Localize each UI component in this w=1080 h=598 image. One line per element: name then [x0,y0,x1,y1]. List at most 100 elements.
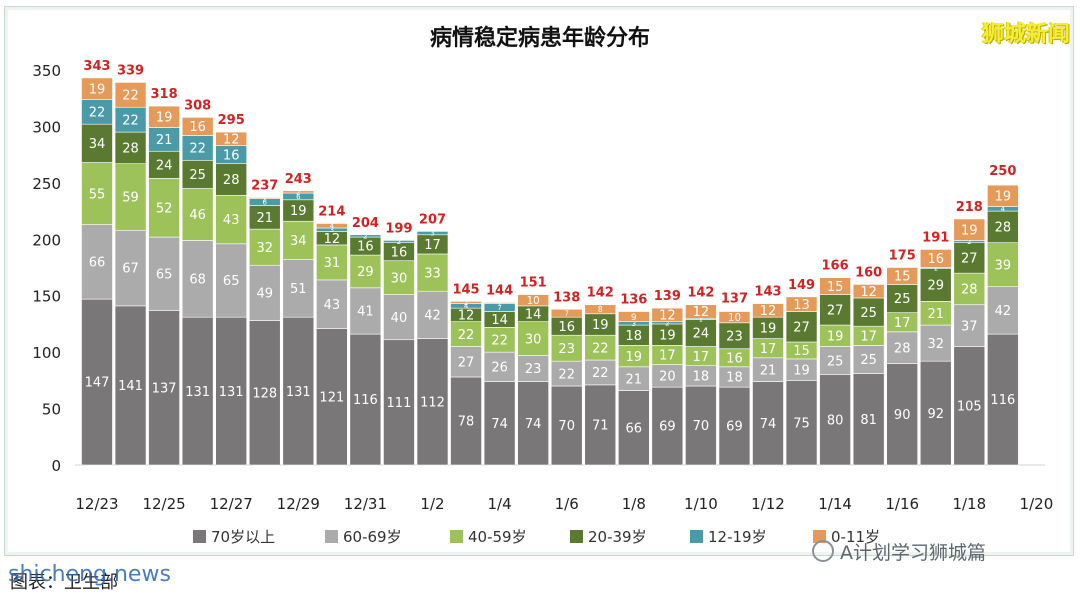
data-label: 19 [995,190,1012,205]
data-label: 27 [793,320,810,335]
total-label: 160 [855,265,882,280]
bar-segment [919,360,952,466]
x-tick-label: 1/12 [751,495,785,513]
bar-segment [483,302,516,304]
data-label: 66 [626,421,643,436]
data-label: 68 [189,272,206,287]
data-label: 26 [491,360,508,375]
data-label: 29 [357,265,374,280]
data-label: 15 [894,270,911,285]
data-label: 111 [387,396,412,411]
data-label: 22 [558,367,575,382]
data-label: 19 [626,350,643,365]
data-label: 1 [497,300,501,308]
data-label: 7 [564,310,568,318]
footer-source: 卫生部 [64,572,118,593]
legend-label: 12-19岁 [708,528,767,546]
data-label: 15 [793,344,810,359]
data-label: 1 [934,265,938,273]
bar-segment [819,374,851,466]
data-label: 80 [827,414,844,429]
data-label: 4 [330,222,335,230]
x-tick-label: 1/16 [885,495,919,513]
data-label: 65 [156,267,173,282]
data-label: 69 [726,420,743,435]
bar-segment [114,229,147,307]
x-tick-label: 1/10 [684,495,718,513]
data-label: 27 [458,355,475,370]
data-label: 74 [491,417,508,432]
data-label: 43 [223,213,240,228]
y-tick-label: 200 [32,231,61,249]
data-label: 19 [793,363,810,378]
bar-segment [752,381,784,466]
bar-segment [282,220,315,260]
legend-swatch [450,530,463,543]
data-label: 81 [860,413,877,428]
data-label: 24 [156,158,173,173]
x-tick-label: 1/8 [622,495,646,513]
data-label: 17 [659,349,676,364]
data-label: 23 [726,329,743,344]
data-label: 33 [424,266,441,281]
data-label: 14 [491,313,508,328]
data-label: 12 [860,285,877,300]
data-label: 19 [592,318,609,333]
data-label: 21 [927,307,944,322]
bar-segment [517,321,549,356]
bar-segment [114,305,147,466]
bar-segment [953,346,986,466]
data-label: 16 [357,240,374,255]
data-label: 24 [693,327,710,342]
bar-segment [349,234,382,238]
bar-segment [316,328,348,466]
bar-segment [416,253,449,292]
wechat-account-name: A计划学习狮城篇 [840,542,986,564]
data-label: 40 [391,311,408,326]
data-label: 3 [632,320,636,328]
legend-swatch [690,530,703,543]
data-label: 43 [324,298,341,313]
data-label: 59 [122,191,139,206]
bar-segment [181,117,214,136]
data-label: 25 [189,168,206,183]
data-label: 46 [189,208,206,223]
total-label: 139 [654,289,681,304]
footer-label: 图表： [10,572,64,593]
data-label: 12 [693,305,710,320]
data-label: 12 [223,133,240,148]
data-label: 2 [665,319,669,327]
total-label: 318 [151,87,178,102]
bar-segment [282,259,315,318]
data-label: 90 [894,408,911,423]
data-label: 16 [223,148,240,163]
bar-segment [919,324,952,362]
bar-segment [215,316,247,466]
data-label: 19 [760,322,777,337]
total-label: 143 [754,285,781,300]
data-label: 6 [263,199,268,207]
data-label: 12 [659,309,676,324]
data-label: 22 [122,89,139,104]
bar-segment [685,304,717,319]
bar-segment [617,311,650,322]
data-label: 4 [1001,205,1006,213]
data-label: 78 [458,415,475,430]
data-label: 19 [89,82,106,97]
data-label: 27 [827,304,844,319]
data-label: 116 [990,393,1015,408]
bar-segment [886,284,919,313]
wechat-icon [812,540,834,562]
legend-swatch [325,530,338,543]
bar-segment [550,385,583,466]
bar-segment [248,228,281,266]
x-tick-label: 1/14 [818,495,852,513]
data-label: 105 [957,399,982,414]
chart-frame: 病情稳定病患年龄分布 0 50 100 150 200 250 300 350 147 66 55 34… [4,6,1074,556]
total-label: 343 [83,59,110,74]
data-label: 20 [659,370,676,385]
data-label: 67 [122,262,139,277]
bar-segment [886,331,919,364]
data-label: 22 [491,333,508,348]
total-label: 214 [318,204,345,219]
